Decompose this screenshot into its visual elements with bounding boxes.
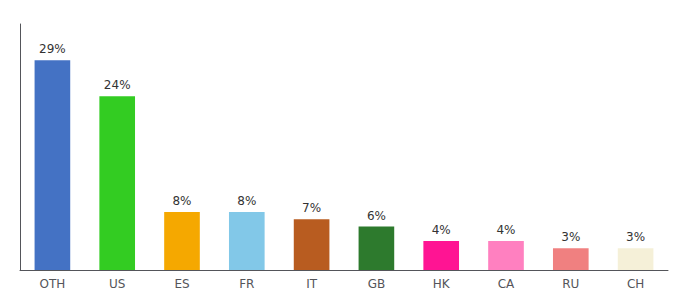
svg-text:3%: 3%	[626, 230, 645, 244]
svg-text:OTH: OTH	[39, 277, 65, 291]
svg-text:8%: 8%	[237, 194, 256, 208]
svg-text:US: US	[109, 277, 125, 291]
svg-text:29%: 29%	[39, 42, 66, 56]
svg-text:CH: CH	[627, 277, 644, 291]
svg-text:8%: 8%	[172, 194, 191, 208]
svg-text:4%: 4%	[496, 223, 515, 237]
svg-text:HK: HK	[433, 277, 451, 291]
svg-text:IT: IT	[306, 277, 318, 291]
svg-text:4%: 4%	[432, 223, 451, 237]
svg-text:6%: 6%	[367, 209, 386, 223]
svg-text:RU: RU	[562, 277, 579, 291]
svg-text:GB: GB	[368, 277, 386, 291]
svg-text:7%: 7%	[302, 201, 321, 215]
svg-text:CA: CA	[498, 277, 515, 291]
svg-text:24%: 24%	[104, 78, 131, 92]
svg-text:FR: FR	[239, 277, 254, 291]
svg-text:3%: 3%	[561, 230, 580, 244]
svg-text:ES: ES	[174, 277, 189, 291]
